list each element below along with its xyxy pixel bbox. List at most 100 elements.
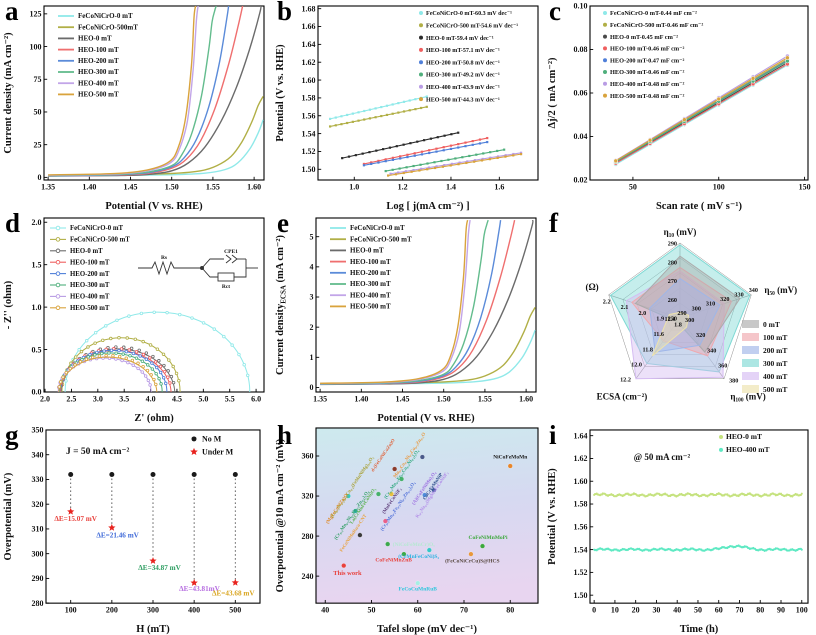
panel-i: i 0 10 20 30 40 50 60 70 80 90 100 1.50 1.52 1.54 1.56… bbox=[544, 420, 816, 635]
svg-text:FeCoCuMnRuB: FeCoCuMnRuB bbox=[399, 587, 438, 593]
svg-text:6.0: 6.0 bbox=[251, 395, 261, 404]
svg-text:3: 3 bbox=[310, 293, 314, 302]
svg-text:100: 100 bbox=[65, 606, 77, 615]
svg-text:1.54: 1.54 bbox=[574, 545, 588, 554]
svg-text:ΔE=21.46 mV: ΔE=21.46 mV bbox=[96, 531, 139, 539]
svg-text:280: 280 bbox=[668, 259, 677, 266]
axes: 50 100 150 0.02 0.04 0.06 0.08 0.10 Scan rate ( … bbox=[547, 2, 811, 212]
svg-text:280: 280 bbox=[302, 532, 314, 541]
circuit-inset: Rs CPE1 Rct bbox=[138, 249, 258, 290]
svg-text:1.52: 1.52 bbox=[574, 568, 588, 577]
svg-text:0: 0 bbox=[310, 383, 314, 392]
svg-text:NiCoFeMoMn: NiCoFeMoMn bbox=[493, 455, 527, 461]
axes: 40 50 60 70 80 240 280 320 360 Tafel slope (mV de… bbox=[275, 427, 539, 635]
svg-text:1.8: 1.8 bbox=[674, 322, 682, 329]
svg-text:2: 2 bbox=[310, 323, 314, 332]
svg-text:11.8: 11.8 bbox=[642, 346, 653, 353]
legend: FeCoNiCrO-0 mT FeCoNiCrO-500 mT HEO-0 mT HE… bbox=[330, 224, 412, 311]
svg-text:320: 320 bbox=[302, 492, 314, 501]
arcs bbox=[56, 310, 251, 392]
svg-text:Overpotential @10 mA cm⁻² (mV): Overpotential @10 mA cm⁻² (mV) bbox=[275, 438, 286, 592]
svg-text:11.4: 11.4 bbox=[665, 316, 676, 323]
svg-text:HEO-400 mT-0.48 mF cm⁻²: HEO-400 mT-0.48 mF cm⁻² bbox=[610, 81, 684, 88]
svg-text:270: 270 bbox=[668, 278, 677, 285]
svg-text:ΔE=43.81mV: ΔE=43.81mV bbox=[179, 585, 221, 593]
panel-f-chart: 2502602702802902903003103203303403003203… bbox=[585, 227, 797, 402]
svg-text:Z' (ohm): Z' (ohm) bbox=[134, 413, 174, 424]
svg-text:3.5: 3.5 bbox=[119, 395, 129, 404]
svg-text:HEO-400 mT-43.9 mV dec⁻¹: HEO-400 mT-43.9 mV dec⁻¹ bbox=[426, 84, 500, 91]
svg-text:Current density (mA cm⁻²): Current density (mA cm⁻²) bbox=[3, 32, 14, 154]
svg-text:50: 50 bbox=[368, 606, 376, 615]
svg-text:5: 5 bbox=[310, 232, 314, 241]
svg-text:5.5: 5.5 bbox=[225, 395, 235, 404]
svg-text:0: 0 bbox=[592, 606, 596, 615]
svg-text:Rs: Rs bbox=[161, 255, 167, 261]
svg-text:Scan rate ( mV s⁻¹): Scan rate ( mV s⁻¹) bbox=[656, 201, 743, 212]
svg-text:1.5: 1.5 bbox=[32, 260, 42, 269]
svg-text:0.5: 0.5 bbox=[32, 345, 42, 354]
svg-text:80: 80 bbox=[506, 606, 514, 615]
svg-text:Overpotential (mV): Overpotential (mV) bbox=[3, 472, 14, 560]
svg-text:10: 10 bbox=[611, 606, 619, 615]
svg-text:290: 290 bbox=[677, 310, 686, 317]
panel-a-chart: 1.35 1.40 1.45 1.50 1.55 1.60 0 25 50 75 100 125 Pot… bbox=[3, 5, 265, 212]
svg-text:1.58: 1.58 bbox=[302, 94, 316, 103]
svg-text:HEO-400 mT: HEO-400 mT bbox=[70, 294, 110, 301]
svg-text:1: 1 bbox=[310, 353, 314, 362]
svg-text:30: 30 bbox=[652, 606, 660, 615]
svg-text:CoFeNiMnMoPi: CoFeNiMnMoPi bbox=[469, 535, 508, 541]
svg-text:310: 310 bbox=[706, 301, 715, 308]
svg-text:340: 340 bbox=[749, 287, 758, 294]
svg-text:60: 60 bbox=[414, 606, 422, 615]
svg-text:1.6: 1.6 bbox=[494, 183, 504, 192]
svg-text:350: 350 bbox=[32, 426, 44, 435]
panel-h-chart: 40 50 60 70 80 240 280 320 360 Tafel slope (mV de… bbox=[275, 427, 539, 635]
svg-text:25: 25 bbox=[34, 140, 42, 149]
svg-text:HEO-100 mT-0.46 mF cm⁻²: HEO-100 mT-0.46 mF cm⁻² bbox=[610, 46, 684, 53]
svg-text:40: 40 bbox=[321, 606, 329, 615]
svg-text:1.35: 1.35 bbox=[313, 395, 327, 404]
panel-f-letter: f bbox=[549, 208, 558, 238]
svg-text:300 mT: 300 mT bbox=[763, 359, 787, 368]
svg-text:70: 70 bbox=[460, 606, 468, 615]
svg-text:100 mT: 100 mT bbox=[763, 333, 787, 342]
svg-text:320: 320 bbox=[720, 296, 729, 303]
svg-text:0: 0 bbox=[38, 173, 42, 182]
panel-h-letter: h bbox=[277, 420, 293, 450]
svg-text:75: 75 bbox=[34, 75, 42, 84]
svg-text:η₁₀₀ (mV): η₁₀₀ (mV) bbox=[730, 392, 765, 402]
svg-text:1.62: 1.62 bbox=[574, 454, 588, 463]
svg-text:HEO-300 mT: HEO-300 mT bbox=[70, 282, 110, 289]
svg-text:1.45: 1.45 bbox=[124, 183, 138, 192]
svg-text:1.58: 1.58 bbox=[574, 500, 588, 509]
svg-text:1.55: 1.55 bbox=[206, 183, 220, 192]
svg-text:400 mT: 400 mT bbox=[763, 372, 787, 381]
svg-text:80: 80 bbox=[756, 606, 764, 615]
svg-text:90: 90 bbox=[777, 606, 785, 615]
svg-text:340: 340 bbox=[707, 347, 716, 354]
svg-text:1.56: 1.56 bbox=[302, 111, 316, 120]
svg-text:1.54: 1.54 bbox=[302, 129, 316, 138]
svg-text:HEO-100 mT-57.1 mV dec⁻¹: HEO-100 mT-57.1 mV dec⁻¹ bbox=[426, 47, 500, 54]
svg-text:310: 310 bbox=[32, 525, 44, 534]
svg-text:300: 300 bbox=[692, 305, 701, 312]
svg-text:HEO-300 mT-49.2 mV dec⁻¹: HEO-300 mT-49.2 mV dec⁻¹ bbox=[426, 72, 500, 79]
svg-text:HEO-100 mT: HEO-100 mT bbox=[350, 258, 391, 266]
svg-text:HEO-400 mT: HEO-400 mT bbox=[78, 79, 119, 87]
svg-text:240: 240 bbox=[302, 572, 314, 581]
svg-text:290: 290 bbox=[32, 574, 44, 583]
legend: FeCoNiCrO-0 mT-60.3 mV dec⁻¹ FeCoNiCrO-50… bbox=[419, 10, 518, 103]
svg-text:4: 4 bbox=[310, 263, 314, 272]
svg-text:@ 50 mA cm⁻²: @ 50 mA cm⁻² bbox=[634, 452, 691, 462]
svg-text:HEO-500 mT: HEO-500 mT bbox=[78, 91, 119, 99]
svg-text:FeCoNiCrO-0 mT-0.44 mF cm⁻²: FeCoNiCrO-0 mT-0.44 mF cm⁻² bbox=[610, 10, 697, 17]
svg-text:Potential (V vs. RHE): Potential (V vs. RHE) bbox=[105, 201, 203, 212]
panel-b-chart: 1.0 1.2 1.4 1.6 1.50 1.52 1.54 1.56 1.58 1.60 1.62… bbox=[275, 4, 539, 212]
svg-text:Δj/2 ( mA cm⁻²): Δj/2 ( mA cm⁻²) bbox=[547, 57, 558, 128]
svg-text:0.0: 0.0 bbox=[32, 388, 42, 397]
svg-text:300: 300 bbox=[147, 606, 159, 615]
svg-text:380: 380 bbox=[729, 378, 738, 385]
svg-text:No M: No M bbox=[202, 434, 222, 443]
svg-text:2.0: 2.0 bbox=[638, 310, 646, 317]
